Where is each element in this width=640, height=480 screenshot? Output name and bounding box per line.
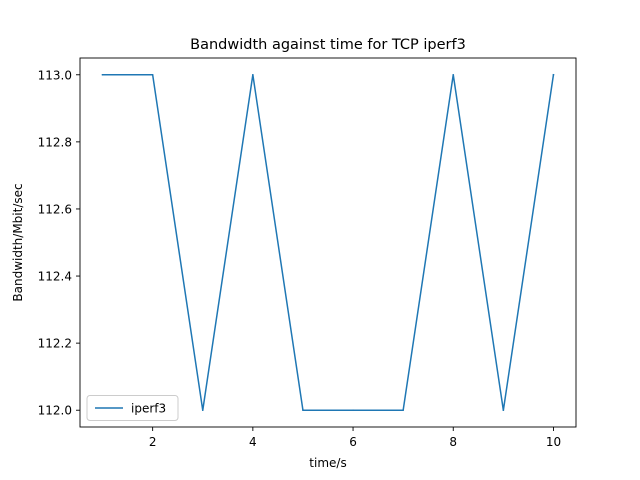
legend-box: [86, 395, 179, 421]
x-tick-label: 6: [349, 435, 357, 449]
data-point: [452, 73, 455, 76]
chart-title: Bandwidth against time for TCP iperf3: [190, 37, 466, 53]
x-axis-label: time/s: [309, 456, 346, 470]
x-tick-label: 10: [546, 435, 561, 449]
data-point: [151, 73, 154, 76]
y-tick-label: 112.4: [38, 270, 72, 284]
data-point: [201, 409, 204, 412]
data-point: [552, 73, 555, 76]
plot-frame: [79, 57, 577, 428]
data-point: [402, 409, 404, 412]
y-tick-label: 112.6: [38, 202, 72, 216]
y-axis-ticks: 112.0 112.2 112.4 112.6 112.8 113.0: [38, 68, 80, 418]
legend-label-iperf3: iperf3: [131, 402, 166, 416]
series-layer: [101, 73, 555, 412]
y-axis-label: Bandwidth/Mbit/sec: [11, 183, 25, 301]
series-line-iperf3: [101, 73, 555, 411]
data-point: [502, 409, 505, 412]
y-tick-label: 113.0: [38, 68, 72, 82]
y-tick-label: 112.0: [38, 404, 72, 418]
x-tick-label: 4: [249, 435, 257, 449]
data-point: [302, 409, 304, 412]
legend: iperf3: [86, 395, 179, 421]
y-tick-label: 112.8: [38, 135, 72, 149]
x-axis-ticks: 2 4 6 8 10: [149, 427, 561, 449]
x-tick-label: 2: [149, 435, 157, 449]
data-point: [101, 73, 104, 76]
data-point: [252, 73, 254, 76]
x-tick-label: 8: [449, 435, 457, 449]
data-point: [352, 409, 354, 412]
y-tick-label: 112.2: [38, 337, 72, 351]
